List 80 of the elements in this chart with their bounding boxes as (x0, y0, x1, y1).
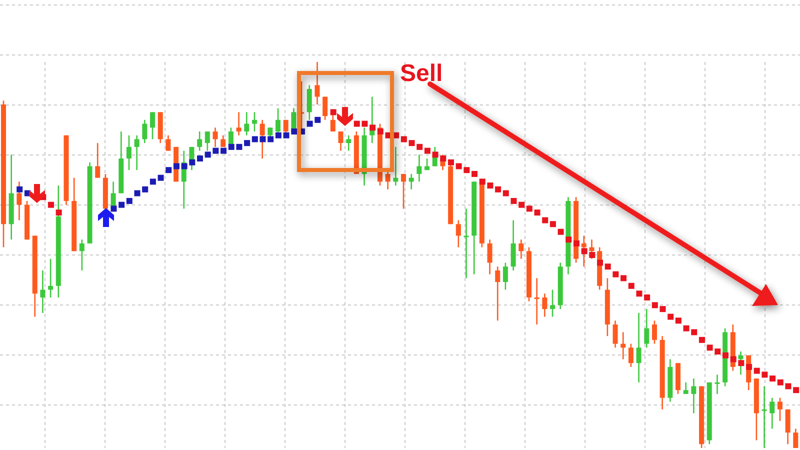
candlestick (197, 130, 202, 152)
candlestick (785, 408, 790, 445)
candlestick (777, 397, 782, 422)
point (181, 163, 188, 170)
candlestick (48, 258, 54, 298)
point (197, 156, 203, 162)
candlestick (150, 112, 156, 140)
point (118, 202, 125, 208)
candlestick (416, 154, 422, 182)
candlestick (220, 134, 226, 148)
candlestick (393, 146, 398, 186)
candlestick (40, 270, 46, 314)
candlestick (495, 266, 500, 322)
candlestick (550, 289, 556, 318)
candlestick (542, 292, 548, 318)
candlestick (322, 96, 328, 121)
candlestick (644, 308, 650, 348)
point (283, 132, 290, 138)
point (228, 144, 234, 150)
candlestick (126, 134, 132, 171)
candlestick (793, 428, 798, 448)
candlestick (236, 112, 242, 136)
point (291, 128, 298, 134)
point (134, 190, 140, 196)
annotation: Sell (400, 60, 443, 88)
candlestick (714, 374, 720, 395)
candlestick (502, 262, 508, 290)
candlestick (314, 62, 320, 106)
point (150, 178, 156, 185)
candlestick (79, 238, 84, 272)
point (166, 167, 172, 174)
point (158, 174, 164, 181)
point (110, 206, 117, 212)
candlestick (683, 382, 688, 395)
point (314, 116, 321, 123)
candlestick (204, 130, 210, 152)
candlestick (487, 238, 492, 275)
candlestick (510, 220, 516, 272)
point (306, 120, 313, 127)
candlestick (612, 320, 618, 348)
point (142, 186, 148, 192)
point (173, 163, 180, 170)
point (212, 148, 219, 154)
point (252, 136, 258, 142)
candlestick (16, 181, 22, 221)
point (244, 140, 250, 146)
candlestick (306, 84, 312, 121)
candlestick (95, 142, 100, 178)
candlestick (346, 134, 352, 152)
point (16, 186, 23, 192)
candlestick (244, 112, 250, 136)
point (268, 136, 274, 142)
candlestick (628, 343, 634, 368)
candlestick (142, 119, 148, 144)
candlestick (385, 169, 390, 190)
candlestick (581, 235, 586, 268)
candlestick (408, 173, 414, 190)
point (260, 136, 266, 142)
candlestick (134, 134, 140, 171)
candlestick (401, 173, 406, 210)
candlestick (518, 238, 524, 260)
candlestick (212, 126, 218, 148)
point (236, 144, 242, 150)
candlestick (636, 312, 642, 384)
candlestick (456, 220, 461, 248)
candlestick (691, 378, 696, 414)
point (220, 148, 227, 154)
point (126, 198, 132, 204)
candlestick (338, 130, 344, 152)
point (189, 159, 196, 166)
candlestick (252, 112, 257, 132)
candlestick (770, 397, 775, 430)
candlestick (534, 278, 540, 326)
point (204, 152, 211, 158)
candlestick (166, 134, 171, 152)
candlestick (762, 386, 767, 448)
candlestick (620, 332, 626, 360)
point (275, 132, 282, 138)
candlestick (652, 320, 657, 344)
candlestick (464, 208, 469, 279)
